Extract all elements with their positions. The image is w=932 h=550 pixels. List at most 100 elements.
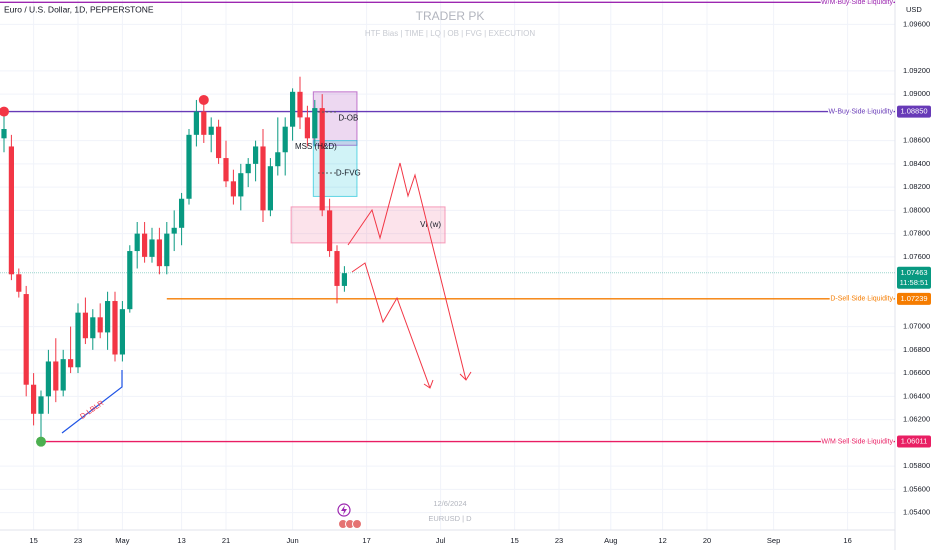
y-tick-label: 1.08200 (903, 182, 930, 191)
candle-body (164, 233, 170, 267)
grid-layer (0, 0, 895, 530)
pivot-marker (198, 94, 209, 105)
y-tick-label: 1.05600 (903, 484, 930, 493)
chart-subtitle: HTF Bias | TIME | LQ | OB | FVG | EXECUT… (365, 29, 535, 38)
candle-body (156, 239, 162, 267)
y-tick-label: 1.06400 (903, 391, 930, 400)
x-tick-label: Jun (287, 536, 299, 545)
candle-body (304, 117, 310, 139)
candle-body (201, 111, 207, 135)
candle-body (267, 166, 273, 211)
x-tick-label: 13 (177, 536, 185, 545)
y-tick-label: 1.06600 (903, 368, 930, 377)
candle-body (334, 251, 340, 286)
countdown: 11:58:51 (900, 278, 929, 287)
y-tick-label: 1.06800 (903, 345, 930, 354)
zone (290, 206, 446, 244)
price-label: 1.08850 (900, 107, 927, 116)
x-tick-label: Aug (604, 536, 617, 545)
y-tick-label: 1.07600 (903, 252, 930, 261)
candle-body (104, 301, 111, 333)
candle-body (297, 91, 303, 118)
candle-body (127, 251, 133, 310)
x-tick-label: May (115, 536, 129, 545)
annotation: D-LBLR (78, 398, 105, 421)
price-label-box (897, 292, 931, 305)
event-icon (337, 503, 351, 517)
y-tick-label: 1.05800 (903, 461, 930, 470)
candle-body (312, 108, 318, 139)
projection-path (351, 262, 431, 389)
candle-body (238, 173, 244, 197)
candle-body (326, 210, 333, 252)
candle-body (282, 126, 288, 153)
x-tick-label: Sep (767, 536, 780, 545)
candle-body (119, 309, 125, 355)
candle-body (289, 91, 296, 127)
x-tick-label: 17 (362, 536, 370, 545)
x-tick-label: Jul (436, 536, 446, 545)
x-tick-label: 15 (29, 536, 37, 545)
price-label: 1.06011 (901, 437, 928, 446)
candle-body (186, 134, 192, 199)
y-tick-label: 1.07000 (903, 322, 930, 331)
annotation: MSS (H&D) (295, 142, 337, 151)
candle-body (341, 273, 347, 286)
candle-body (82, 312, 88, 339)
date-stamp: 12/6/2024 (433, 499, 466, 508)
candle-body (53, 361, 59, 391)
price-label: 1.07463 (900, 268, 927, 277)
symbol-stamp: EURUSD | D (428, 514, 472, 523)
candle-body (275, 152, 281, 167)
y-tick-label: 1.08600 (903, 136, 930, 145)
zone-label: D-OB (338, 114, 358, 123)
candle-body (60, 359, 66, 391)
y-tick-label: 1.08400 (903, 159, 930, 168)
candle-body (252, 146, 259, 164)
liquidity-sweep-line (61, 370, 123, 434)
candle-body (245, 163, 251, 174)
chart-header: Euro / U.S. Dollar, 1D, PEPPERSTONE (4, 4, 154, 14)
candle-body (30, 384, 37, 414)
projection-path (347, 162, 467, 381)
x-tick-label: 16 (843, 536, 851, 545)
x-tick-label: 15 (510, 536, 518, 545)
y-tick-label: 1.09000 (903, 89, 930, 98)
candle-body (230, 181, 236, 197)
y-tick-label: 1.09600 (903, 19, 930, 28)
candle-body (215, 126, 222, 159)
x-tick-label: 23 (74, 536, 82, 545)
candle-body (208, 126, 214, 135)
x-tick-label: 21 (222, 536, 230, 545)
price-label-box (897, 266, 931, 289)
candle-body (1, 129, 7, 139)
candle-body (97, 317, 103, 333)
level-label: W/M Sell Side Liquidity (821, 438, 893, 445)
candle-body (149, 239, 155, 257)
price-label-box (897, 435, 931, 448)
candle-body (90, 317, 96, 339)
x-tick-label: 23 (555, 536, 563, 545)
y-tick-label: 1.05400 (903, 508, 930, 517)
candle-body (193, 111, 199, 135)
flag-icon (352, 519, 362, 529)
candle-body (178, 198, 185, 228)
level-label: D-Sell Side Liquidity (830, 296, 893, 303)
candle-body (38, 396, 44, 414)
pivot-marker (0, 106, 9, 117)
candle-body (75, 312, 81, 368)
pivot-marker (35, 436, 46, 447)
candle-body (319, 108, 325, 211)
candle-body (8, 146, 14, 275)
candle-body (23, 294, 29, 385)
level-label: W/M Buy Side Liquidity (821, 0, 893, 6)
event-icons (337, 503, 362, 529)
y-tick-label: 1.08000 (903, 205, 930, 214)
zone-label: VI (w) (420, 220, 441, 229)
lightning (341, 505, 347, 515)
arrow-head (423, 379, 434, 389)
arrow-head (459, 371, 472, 381)
level-label: W-Buy Side Liquidity (829, 108, 894, 115)
y-tick-label: 1.06200 (903, 415, 930, 424)
